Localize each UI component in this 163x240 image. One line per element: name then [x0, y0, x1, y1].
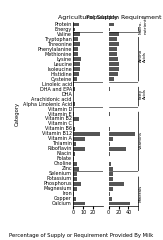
Bar	[73, 52, 78, 56]
Bar	[109, 62, 119, 66]
Bar	[73, 28, 75, 31]
Bar	[73, 82, 74, 86]
Bar	[109, 202, 130, 205]
Bar	[109, 77, 114, 81]
Bar	[109, 42, 119, 46]
Bar	[73, 37, 78, 41]
Bar	[109, 67, 119, 71]
Bar	[109, 87, 110, 91]
Bar	[109, 23, 114, 26]
Bar	[109, 172, 113, 176]
Title: Population Requirement: Population Requirement	[86, 15, 161, 20]
Bar	[109, 177, 113, 180]
Bar	[73, 187, 77, 191]
Bar	[73, 202, 85, 205]
Text: Fatty
Acids: Fatty Acids	[139, 88, 148, 99]
Bar	[73, 132, 100, 136]
Bar	[109, 147, 126, 151]
Title: Agricultural Supply: Agricultural Supply	[58, 15, 118, 20]
Bar	[73, 23, 79, 26]
Bar	[73, 162, 77, 166]
Bar	[109, 48, 117, 51]
Text: Macro-
nutrients: Macro- nutrients	[139, 15, 148, 34]
Bar	[73, 112, 74, 116]
Y-axis label: Category: Category	[15, 102, 20, 126]
Bar	[73, 147, 85, 151]
Bar	[109, 197, 112, 200]
Bar	[73, 48, 78, 51]
Bar	[73, 167, 79, 171]
Bar	[109, 162, 111, 166]
Text: Percentage of Supply or Requirement Provided By Milk: Percentage of Supply or Requirement Prov…	[9, 233, 154, 238]
Bar	[73, 177, 77, 180]
Bar	[73, 67, 80, 71]
Bar	[73, 172, 77, 176]
Bar	[109, 142, 110, 146]
Bar	[73, 72, 79, 76]
Text: Minerals: Minerals	[139, 185, 143, 202]
Bar	[109, 182, 124, 186]
Bar	[109, 192, 110, 196]
Bar	[73, 77, 77, 81]
Bar	[73, 197, 76, 200]
Bar	[73, 157, 74, 161]
Bar	[109, 127, 110, 131]
Bar	[109, 167, 113, 171]
Bar	[109, 152, 110, 156]
Bar	[73, 32, 80, 36]
Text: Amino
Acids: Amino Acids	[139, 48, 148, 62]
Bar	[73, 57, 81, 61]
Bar	[73, 182, 81, 186]
Bar	[109, 137, 113, 141]
Bar	[73, 142, 76, 146]
Bar	[73, 62, 80, 66]
Text: Vitamins: Vitamins	[139, 131, 143, 149]
Bar	[73, 102, 75, 106]
Bar	[109, 132, 135, 136]
Bar	[109, 37, 117, 41]
Bar	[109, 187, 113, 191]
Bar	[73, 42, 80, 46]
Bar	[73, 192, 74, 196]
Bar	[73, 152, 75, 156]
Bar	[109, 32, 119, 36]
Bar	[73, 127, 75, 131]
Bar	[109, 28, 110, 31]
Bar	[109, 112, 110, 116]
Bar	[73, 117, 79, 121]
Bar	[73, 87, 75, 91]
Bar	[109, 57, 118, 61]
Bar	[109, 72, 118, 76]
Bar	[109, 52, 117, 56]
Bar	[73, 137, 85, 141]
